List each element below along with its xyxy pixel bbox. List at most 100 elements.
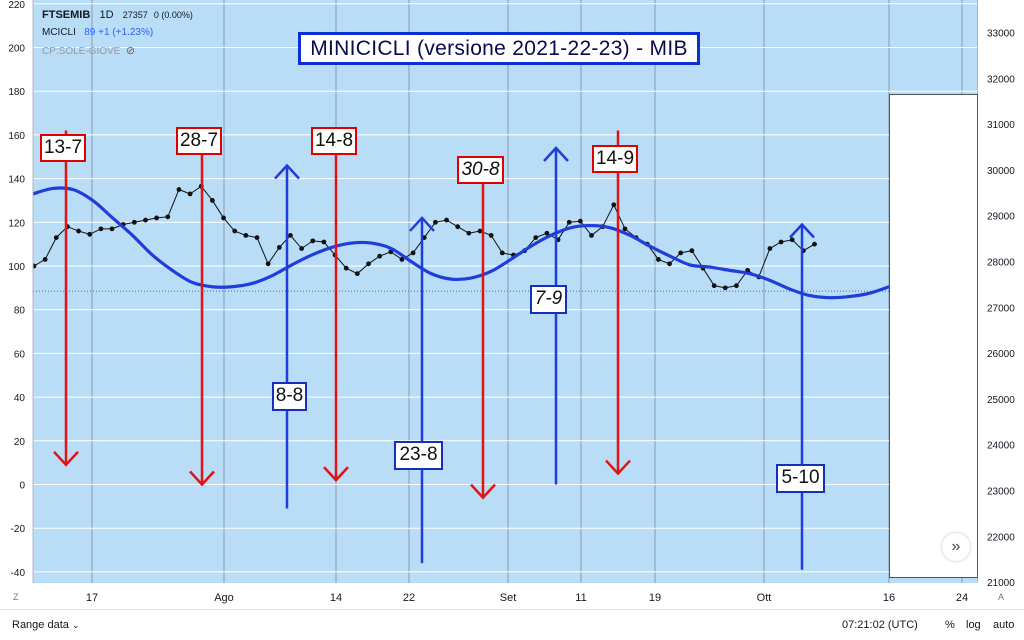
log-toggle[interactable]: log <box>966 619 981 631</box>
indicator-name: MCICLI <box>42 27 76 38</box>
right-tick-label-12: 21000 <box>987 578 1015 589</box>
arrow-head-14-8 <box>323 466 349 482</box>
price-point-58 <box>678 250 684 256</box>
price-point-46 <box>544 230 550 236</box>
indicator-line[interactable]: MCICLI 89 +1 (+1.23%) <box>42 27 153 38</box>
price-point-31 <box>377 253 383 259</box>
arrow-label-14-9: 14-9 <box>592 145 638 173</box>
study-name: CP:SOLE-GIOVE <box>42 46 121 57</box>
left-tick-label-5: 120 <box>8 218 25 229</box>
right-tick-label-2: 31000 <box>987 120 1015 131</box>
arrow-5-10 <box>789 222 815 570</box>
double-chevron-right-icon[interactable]: » <box>942 533 970 561</box>
arrow-label-13-7: 13-7 <box>40 134 86 162</box>
range-data-button[interactable]: Range data ⌄ <box>12 619 80 631</box>
corner-left-z[interactable]: Z <box>13 592 19 602</box>
study-line[interactable]: CP:SOLE-GIOVE ⊘ <box>42 44 135 57</box>
utc-time[interactable]: 07:21:02 (UTC) <box>842 619 918 631</box>
right-tick-label-4: 29000 <box>987 212 1015 223</box>
right-tick-label-3: 30000 <box>987 166 1015 177</box>
price-point-70 <box>812 241 817 247</box>
price-point-45 <box>533 235 539 240</box>
arrow-label-28-7: 28-7 <box>176 127 222 155</box>
price-point-1 <box>42 257 48 262</box>
price-point-5 <box>87 231 93 237</box>
left-tick-label-6: 100 <box>8 262 25 273</box>
right-axis: 33000 32000 31000 30000 29000 28000 27000 26000… <box>987 29 1015 590</box>
price-point-34 <box>410 250 416 256</box>
right-tick-label-0: 33000 <box>987 29 1015 40</box>
price-point-61 <box>711 283 717 289</box>
eye-slash-icon[interactable]: ⊘ <box>125 45 136 57</box>
left-tick-label-4: 140 <box>8 175 25 186</box>
cycle-line <box>31 186 891 300</box>
right-tick-label-6: 27000 <box>987 303 1015 314</box>
left-tick-label-12: -20 <box>11 524 26 535</box>
arrow-label-7-9: 7-9 <box>530 285 567 314</box>
arrow-8-8 <box>274 163 300 509</box>
arrow-head-8-8 <box>274 163 300 180</box>
corner-right-a[interactable]: A <box>998 592 1005 602</box>
x-tick-label-5: 11 <box>575 592 586 604</box>
price-point-11 <box>154 215 160 221</box>
time-axis: 17 Ago 14 22 Set 11 19 Ott 16 24 <box>86 592 968 604</box>
right-tick-label-7: 26000 <box>987 349 1015 360</box>
left-tick-label-7: 80 <box>14 306 26 317</box>
price-point-20 <box>254 235 260 240</box>
price-point-40 <box>477 228 483 234</box>
price-point-13 <box>176 187 182 192</box>
x-tick-label-3: 22 <box>403 592 415 604</box>
arrow-head-5-10 <box>789 222 815 239</box>
bottom-toolbar: Range data ⌄ 07:21:02 (UTC) % log auto <box>0 609 1024 640</box>
price-point-17 <box>221 215 226 221</box>
arrow-label-14-8: 14-8 <box>311 127 357 155</box>
symbol-name[interactable]: FTSEMIB <box>42 9 91 21</box>
x-tick-label-0: 17 <box>86 592 98 604</box>
x-tick-label-6: 19 <box>649 592 661 604</box>
arrow-28-7 <box>189 130 215 487</box>
price-point-7 <box>109 226 115 232</box>
left-tick-label-8: 60 <box>14 349 26 360</box>
price-point-41 <box>488 233 494 238</box>
price-point-48 <box>566 219 572 225</box>
price-point-63 <box>734 283 739 289</box>
x-tick-label-9: 24 <box>956 592 968 604</box>
price-point-22 <box>276 245 282 250</box>
price-point-21 <box>265 261 271 267</box>
arrow-14-9 <box>605 130 631 476</box>
arrow-head-13-7 <box>53 450 79 467</box>
price-point-18 <box>232 228 238 234</box>
left-tick-label-13: -40 <box>11 568 26 579</box>
price-point-42 <box>499 250 505 256</box>
arrow-layer <box>53 130 815 570</box>
arrow-head-14-9 <box>605 459 631 476</box>
price-point-68 <box>789 237 795 243</box>
x-tick-label-8: 16 <box>883 592 895 604</box>
price-point-2 <box>53 235 59 240</box>
price-point-29 <box>354 271 360 277</box>
price-point-37 <box>444 217 449 223</box>
price-point-19 <box>243 233 249 238</box>
right-tick-label-8: 25000 <box>987 395 1015 406</box>
price-point-67 <box>778 239 784 245</box>
price-point-57 <box>667 261 672 267</box>
interval[interactable]: 1D <box>99 9 114 21</box>
arrow-label-23-8: 23-8 <box>394 441 443 470</box>
price-point-26 <box>321 239 327 245</box>
price-point-52 <box>611 202 617 208</box>
left-tick-label-2: 180 <box>8 87 25 98</box>
auto-toggle[interactable]: auto <box>993 619 1015 631</box>
price-point-59 <box>689 248 695 254</box>
arrow-23-8 <box>409 216 435 564</box>
price-point-24 <box>299 246 304 251</box>
price-point-4 <box>76 228 81 234</box>
price-point-36 <box>433 219 438 225</box>
price-point-14 <box>187 191 193 197</box>
percent-toggle[interactable]: % <box>945 619 955 631</box>
right-axis-background <box>978 0 1024 609</box>
price-point-30 <box>366 261 371 267</box>
arrow-head-28-7 <box>189 470 215 487</box>
x-tick-label-4: Set <box>500 592 517 604</box>
